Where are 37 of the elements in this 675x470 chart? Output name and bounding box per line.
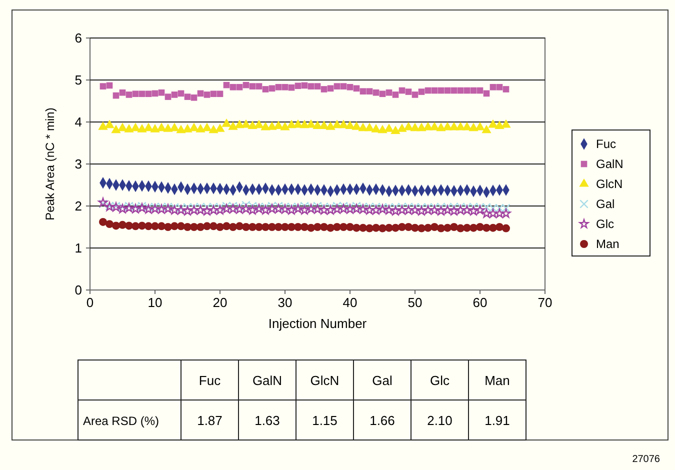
y-tick-label: 3 — [74, 156, 82, 172]
legend-label: Gal — [596, 197, 615, 211]
y-tick-label: 2 — [74, 198, 82, 214]
x-tick-label: 20 — [212, 295, 228, 310]
y-tick-label: 6 — [74, 30, 82, 46]
category-label: Gal — [372, 373, 392, 388]
text: 1.91 — [484, 413, 510, 428]
legend-label: Fuc — [596, 137, 616, 151]
x-tick-label: 70 — [538, 295, 552, 310]
x-tick-label: 10 — [148, 295, 162, 310]
x-axis-title: Injection Number — [268, 316, 368, 331]
x-tick-label: 40 — [342, 295, 358, 310]
category-label: GlcN — [310, 373, 340, 388]
category-label: Fuc — [198, 373, 222, 388]
category-label: Man — [484, 373, 510, 388]
y-tick-label: 5 — [74, 72, 82, 88]
text: 1.66 — [370, 413, 395, 428]
text: 1.15 — [312, 413, 338, 428]
y-tick-label: 4 — [74, 114, 82, 130]
text: 1.63 — [254, 413, 280, 428]
legend-label: Man — [596, 237, 620, 251]
text: Area RSD (%) — [83, 414, 160, 428]
text: 1.87 — [197, 413, 222, 428]
category-label: GalN — [252, 373, 282, 388]
text: 27076 — [632, 454, 660, 465]
x-tick-label: 0 — [86, 295, 94, 310]
y-tick-label: 1 — [74, 240, 82, 256]
category-label: Glc — [430, 373, 450, 388]
legend-label: GlcN — [596, 177, 623, 191]
y-axis-title: Peak Area (nC * min) — [43, 108, 57, 220]
x-tick-label: 50 — [408, 295, 422, 310]
y-tick-label: 0 — [74, 282, 82, 298]
text: 2.10 — [427, 413, 452, 428]
legend-label: GalN — [596, 157, 624, 171]
legend-label: Glc — [596, 217, 614, 231]
x-tick-label: 30 — [278, 295, 292, 310]
x-tick-label: 60 — [472, 295, 488, 310]
